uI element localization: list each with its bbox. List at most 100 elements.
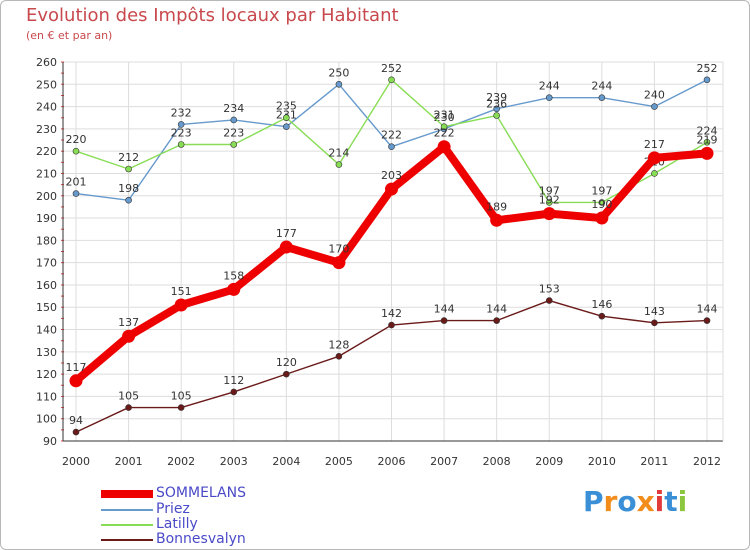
logo-letter: i bbox=[677, 485, 688, 518]
data-label-sommelans-2009: 192 bbox=[539, 194, 560, 207]
data-point-priez-2002 bbox=[177, 121, 185, 128]
chart-title: Evolution des Impôts locaux par Habitant bbox=[26, 5, 399, 26]
data-point-sommelans-2000 bbox=[69, 374, 83, 388]
x-tick-label-2009: 2009 bbox=[535, 455, 563, 468]
data-point-sommelans-2005 bbox=[332, 256, 346, 270]
data-point-priez-2009 bbox=[545, 94, 553, 101]
data-point-priez-2011 bbox=[651, 103, 658, 110]
data-point-sommelans-2010 bbox=[595, 211, 609, 225]
data-label-bonnesvalyn-2000: 94 bbox=[69, 414, 83, 427]
logo-letter: i bbox=[654, 485, 665, 518]
data-label-bonnesvalyn-2012: 144 bbox=[697, 303, 718, 316]
data-point-latilly-2011 bbox=[651, 170, 658, 177]
x-tick-label-2005: 2005 bbox=[325, 455, 353, 468]
data-label-bonnesvalyn-2006: 142 bbox=[381, 307, 402, 320]
data-label-bonnesvalyn-2007: 144 bbox=[434, 303, 455, 316]
legend-swatch-priez bbox=[101, 509, 153, 511]
x-tick-label-2011: 2011 bbox=[640, 455, 668, 468]
logo-letter: t bbox=[664, 485, 678, 518]
data-label-sommelans-2000: 117 bbox=[66, 361, 87, 374]
data-point-latilly-2007 bbox=[440, 123, 448, 130]
data-label-sommelans-2005: 170 bbox=[328, 243, 349, 256]
x-tick-label-2010: 2010 bbox=[588, 455, 616, 468]
x-tick-label-2000: 2000 bbox=[62, 455, 90, 468]
data-point-bonnesvalyn-2001 bbox=[125, 404, 132, 411]
data-point-latilly-2004 bbox=[283, 114, 290, 122]
data-label-bonnesvalyn-2010: 146 bbox=[591, 298, 612, 311]
data-point-bonnesvalyn-2007 bbox=[440, 317, 448, 324]
data-point-priez-2010 bbox=[598, 94, 606, 101]
y-tick-label-150: 150 bbox=[36, 301, 57, 314]
data-label-priez-2006: 222 bbox=[381, 129, 402, 142]
x-tick-label-2004: 2004 bbox=[272, 455, 300, 468]
data-label-latilly-2003: 223 bbox=[223, 126, 244, 139]
data-point-latilly-2009 bbox=[545, 199, 553, 206]
data-point-latilly-2012 bbox=[703, 138, 711, 146]
y-tick-label-140: 140 bbox=[36, 324, 57, 337]
data-label-sommelans-2003: 158 bbox=[223, 269, 244, 282]
data-point-sommelans-2004 bbox=[279, 240, 293, 254]
data-point-bonnesvalyn-2004 bbox=[283, 370, 290, 378]
data-point-bonnesvalyn-2003 bbox=[230, 388, 238, 396]
x-tick-label-2003: 2003 bbox=[220, 455, 248, 468]
logo-letter: r bbox=[603, 485, 618, 518]
data-point-latilly-2000 bbox=[72, 147, 80, 155]
data-point-sommelans-2008 bbox=[490, 213, 504, 227]
data-point-priez-2005 bbox=[335, 80, 343, 88]
data-label-latilly-2000: 220 bbox=[66, 133, 87, 146]
data-label-latilly-2001: 212 bbox=[118, 151, 139, 164]
data-label-sommelans-2011: 217 bbox=[644, 138, 665, 151]
data-label-priez-2010: 244 bbox=[591, 80, 612, 93]
legend-label-priez: Priez bbox=[156, 501, 190, 517]
y-tick-label-220: 220 bbox=[36, 145, 57, 158]
plot-area bbox=[63, 62, 723, 441]
y-tick-label-230: 230 bbox=[36, 123, 57, 136]
data-point-sommelans-2012 bbox=[700, 146, 714, 160]
data-point-bonnesvalyn-2010 bbox=[598, 312, 606, 320]
data-point-priez-2012 bbox=[703, 76, 711, 84]
legend-swatch-latilly bbox=[101, 524, 153, 526]
data-point-priez-2000 bbox=[72, 190, 80, 197]
x-tick-label-2001: 2001 bbox=[115, 455, 143, 468]
legend-item-latilly: Latilly bbox=[101, 516, 301, 533]
legend-item-bonnesvalyn: Bonnesvalyn bbox=[101, 531, 301, 548]
logo-letter: x bbox=[636, 485, 655, 518]
logo-letter: o bbox=[617, 485, 637, 518]
data-label-bonnesvalyn-2011: 143 bbox=[644, 305, 665, 318]
data-label-priez-2012: 252 bbox=[697, 62, 718, 75]
data-point-priez-2001 bbox=[125, 196, 132, 204]
data-label-bonnesvalyn-2003: 112 bbox=[223, 374, 244, 387]
data-point-bonnesvalyn-2008 bbox=[493, 317, 500, 324]
data-point-sommelans-2002 bbox=[174, 298, 188, 312]
data-label-priez-2008: 239 bbox=[486, 91, 507, 104]
data-label-latilly-2005: 214 bbox=[328, 147, 349, 160]
y-tick-label-130: 130 bbox=[36, 346, 57, 359]
data-point-latilly-2010 bbox=[598, 199, 606, 206]
data-point-bonnesvalyn-2005 bbox=[335, 352, 343, 360]
legend-item-priez: Priez bbox=[101, 501, 301, 518]
data-point-latilly-2002 bbox=[177, 141, 185, 148]
data-point-sommelans-2011 bbox=[647, 151, 661, 165]
x-tick-label-2006: 2006 bbox=[378, 455, 406, 468]
x-tick-label-2002: 2002 bbox=[167, 455, 195, 468]
data-label-priez-2002: 232 bbox=[171, 106, 192, 119]
data-label-priez-2003: 234 bbox=[223, 102, 244, 115]
data-point-priez-2004 bbox=[283, 123, 290, 130]
data-label-bonnesvalyn-2009: 153 bbox=[539, 283, 560, 296]
data-label-latilly-2004: 235 bbox=[276, 100, 297, 113]
data-label-latilly-2007: 231 bbox=[434, 109, 455, 122]
x-tick-label-2007: 2007 bbox=[430, 455, 458, 468]
data-label-latilly-2010: 197 bbox=[591, 184, 612, 197]
legend-label-sommelans: SOMMELANS bbox=[156, 485, 246, 501]
data-point-bonnesvalyn-2009 bbox=[545, 297, 553, 304]
data-label-priez-2005: 250 bbox=[328, 66, 349, 79]
data-point-sommelans-2001 bbox=[122, 329, 136, 343]
data-label-sommelans-2008: 189 bbox=[486, 200, 507, 213]
data-label-priez-2001: 198 bbox=[118, 182, 139, 195]
data-label-priez-2000: 201 bbox=[66, 176, 87, 189]
data-point-bonnesvalyn-2002 bbox=[177, 404, 185, 411]
y-tick-label-180: 180 bbox=[36, 234, 57, 247]
data-label-bonnesvalyn-2005: 128 bbox=[328, 338, 349, 351]
legend-label-bonnesvalyn: Bonnesvalyn bbox=[156, 531, 246, 547]
x-tick-label-2012: 2012 bbox=[693, 455, 721, 468]
